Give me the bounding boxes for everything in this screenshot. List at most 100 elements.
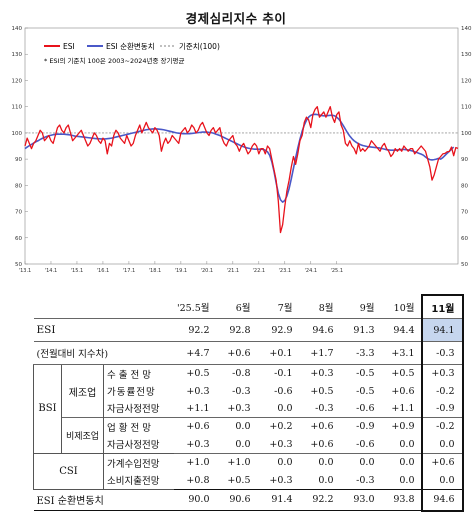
table-cell: -3.3 (356, 347, 375, 359)
table-cell: +0.6 (227, 347, 251, 359)
table-cell: -0.5 (356, 385, 375, 397)
y-tick-label-left: 80 (15, 183, 22, 189)
table-cell: 94.4 (380, 318, 422, 342)
table-cell: +1.0 (173, 452, 216, 472)
table-cell: 0.0 (277, 402, 293, 414)
y-tick-label-left: 60 (15, 236, 22, 242)
y-tick-label-left: 50 (15, 262, 22, 268)
row-label: 자금사정전망 (103, 399, 174, 418)
table-cell: 0.0 (380, 452, 422, 472)
row-label: 수출전망 (103, 364, 174, 383)
table-cell: -0.8 (215, 364, 257, 383)
x-tick-label: '15.1 (71, 268, 84, 274)
table-cell: 92.2 (173, 318, 216, 342)
table-cell: +0.8 (186, 474, 210, 486)
table-cell: +0.3 (269, 438, 293, 450)
table-cell: +0.5 (380, 364, 422, 383)
x-tick-label: '19.1 (175, 268, 188, 274)
table-cell-latest: -0.2 (420, 382, 464, 400)
x-tick-label: '24.1 (305, 268, 318, 274)
table-cell-latest: -0.3 (420, 341, 464, 365)
header-cell-latest: 11월 (420, 294, 464, 319)
x-tick-label: '25.1 (331, 268, 344, 274)
table-cell-latest: +0.6 (420, 452, 464, 472)
table-row: 가동률전망 +0.3 -0.3 -0.6 +0.5 -0.5 +0.6 -0.2 (34, 382, 464, 400)
y-tick-label-left: 110 (12, 105, 23, 111)
y-tick-label-right: 120 (461, 78, 472, 84)
table-cell: -0.6 (356, 402, 375, 414)
table-cell: +0.2 (256, 417, 299, 436)
row-label: 업황전망 (103, 417, 174, 436)
table-cell: +0.9 (380, 417, 422, 436)
table-cell: 0.0 (399, 438, 415, 450)
table-cell: 0.0 (256, 452, 299, 472)
x-tick-label: '20.1 (201, 268, 214, 274)
y-tick-label-left: 90 (15, 157, 22, 163)
table-row: BSI 제조업 수출전망 +0.5 -0.8 -0.1 +0.3 -0.5 +0… (33, 363, 464, 454)
x-tick-label: '23.1 (279, 268, 292, 274)
series-line-esi (24, 106, 459, 234)
table-cell: +3.1 (391, 347, 415, 359)
table-cell: -0.6 (356, 438, 375, 450)
table-cell: 93.8 (380, 488, 422, 512)
x-tick-label: '13.1 (19, 268, 32, 274)
x-tick-label: '21.1 (227, 268, 240, 274)
table-row-mom: (전월대비 지수차) +4.7 +0.6 +0.1 +1.7 -3.3 +3.1… (34, 341, 464, 365)
table-cell: +0.6 (298, 417, 340, 436)
table-cell: 0.0 (399, 474, 415, 486)
axes: 50 50 60 60 70 70 80 80 90 90 100 100 110 110 120 120 13… (12, 26, 472, 274)
y-tick-label-right: 100 (461, 131, 472, 137)
table-cell: 94.6 (298, 318, 340, 342)
table-cell: +0.1 (269, 347, 293, 359)
table-cell: 92.8 (215, 318, 257, 342)
chart-note: * ESI의 기준치 100은 2003~2024년중 장기평균 (44, 56, 184, 65)
legend-label-cycle: ESI 순환변동치 (106, 41, 155, 51)
table-cell: -0.5 (339, 364, 381, 383)
group-label-manufacturing: 제조업 (61, 363, 104, 418)
header-cell: 6월 (215, 295, 257, 319)
table-cell: 0.0 (298, 452, 340, 472)
x-tick-label: '18.1 (149, 268, 162, 274)
y-tick-label-right: 50 (461, 262, 468, 268)
table-cell: -0.9 (339, 417, 381, 436)
header-cell: 9월 (339, 295, 381, 319)
row-label: ESI (33, 318, 174, 342)
table-cell: -0.1 (256, 364, 299, 383)
table-cell: +0.3 (269, 474, 293, 486)
x-tick-label: '22.1 (253, 268, 266, 274)
table-cell-latest: +0.3 (420, 364, 464, 383)
y-tick-label-right: 90 (461, 157, 468, 163)
esi-table: '25.5월 6월 7월 8월 9월 10월 11월 ESI 92.2 92.8… (33, 294, 464, 512)
table-cell: 0.0 (235, 438, 251, 450)
table-cell: +1.1 (186, 402, 210, 414)
table-cell: 91.4 (256, 488, 299, 512)
table-row-cycle: ESI 순환변동치 90.0 90.6 91.4 92.2 93.0 93.8 … (33, 488, 464, 512)
group-label-csi: CSI (33, 452, 104, 490)
table-cell: 0.0 (215, 417, 257, 436)
table-cell: 0.0 (339, 452, 381, 472)
table-cell: 0.0 (318, 474, 334, 486)
table-cell: +0.6 (391, 385, 415, 397)
row-label: 가계수입전망 (103, 452, 174, 472)
table-cell-latest: 0.0 (420, 435, 464, 454)
table-header-row: '25.5월 6월 7월 8월 9월 10월 11월 (33, 294, 464, 319)
table-row: 자금사정전망 +1.1 +0.3 0.0 -0.3 -0.6 +1.1 -0.9 (34, 399, 464, 418)
x-tick-label: '17.1 (123, 268, 136, 274)
table-cell: +0.5 (173, 364, 216, 383)
chart: 50 50 60 60 70 70 80 80 90 90 100 100 110 110 120 120 13… (12, 26, 472, 274)
y-tick-label-right: 140 (461, 26, 472, 32)
table-row: 소비지출전망 +0.8 +0.5 +0.3 0.0 -0.3 0.0 0.0 (34, 471, 464, 490)
legend-label-esi: ESI (63, 42, 75, 51)
table-cell: +0.3 (298, 364, 340, 383)
table-cell: +4.7 (186, 347, 210, 359)
group-label-non-manufacturing: 비제조업 (61, 417, 104, 454)
table-cell-latest: 94.1 (420, 318, 464, 342)
group-label-bsi: BSI (33, 364, 62, 454)
y-tick-label-left: 100 (12, 131, 23, 137)
table-cell: 90.0 (173, 488, 216, 512)
table-cell: +0.3 (186, 385, 210, 397)
table-cell: +0.6 (173, 417, 216, 436)
x-tick-label: '14.1 (45, 268, 58, 274)
y-tick-label-left: 120 (12, 78, 23, 84)
table-cell: -0.3 (315, 402, 334, 414)
